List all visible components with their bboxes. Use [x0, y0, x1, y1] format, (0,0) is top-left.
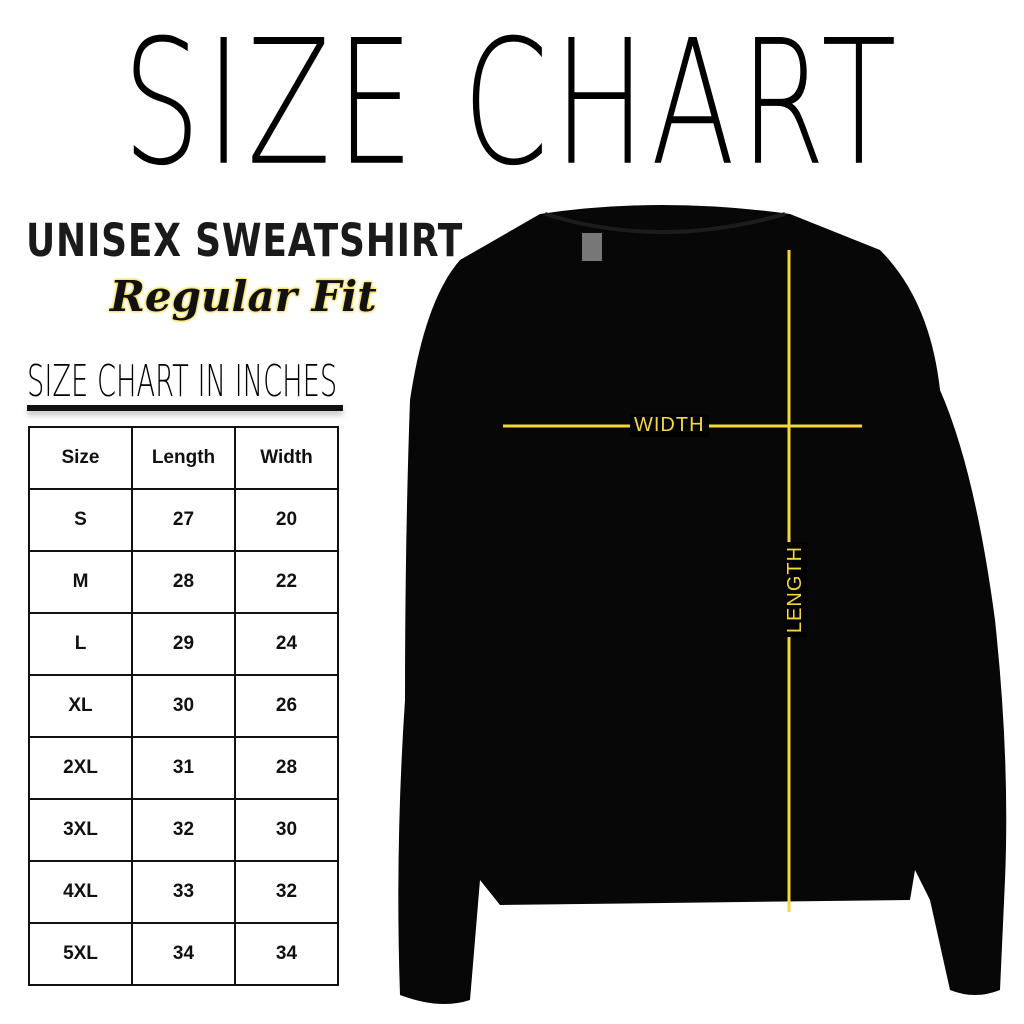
- table-cell: M: [28, 550, 133, 614]
- table-cell: 27: [131, 488, 236, 552]
- table-cell: 20: [234, 488, 339, 552]
- table-cell: 34: [131, 922, 236, 986]
- table-cell: 30: [131, 674, 236, 738]
- table-title: SIZE CHART IN INCHES: [27, 356, 338, 407]
- sweatshirt-image: [398, 205, 1007, 1004]
- table-row: 5XL 34 34: [28, 922, 339, 986]
- size-table: Size Length Width S 27 20 M 28 22 L 29 24 XL 30 26 2XL 3…: [28, 426, 339, 986]
- table-cell: 30: [234, 798, 339, 862]
- table-row: L 29 24: [28, 612, 339, 676]
- table-row: 3XL 32 30: [28, 798, 339, 862]
- table-cell: 4XL: [28, 860, 133, 924]
- table-cell: 32: [131, 798, 236, 862]
- table-cell: XL: [28, 674, 133, 738]
- table-cell: 26: [234, 674, 339, 738]
- table-cell: 22: [234, 550, 339, 614]
- title-underline: [27, 405, 343, 411]
- page-title: SIZE CHART: [122, 4, 902, 205]
- table-header-row: Size Length Width: [28, 426, 339, 490]
- table-row: 4XL 33 32: [28, 860, 339, 924]
- table-row: XL 30 26: [28, 674, 339, 738]
- table-cell: Width: [234, 426, 339, 490]
- table-cell: 34: [234, 922, 339, 986]
- table-row: S 27 20: [28, 488, 339, 552]
- sweatshirt-body: [398, 205, 1007, 1004]
- table-cell: S: [28, 488, 133, 552]
- table-cell: Size: [28, 426, 133, 490]
- table-cell: 31: [131, 736, 236, 800]
- table-cell: L: [28, 612, 133, 676]
- table-cell: 24: [234, 612, 339, 676]
- length-label: LENGTH: [784, 541, 808, 638]
- table-cell: 32: [234, 860, 339, 924]
- fit-label: Regular Fit: [110, 272, 377, 321]
- table-row: M 28 22: [28, 550, 339, 614]
- table-cell: 29: [131, 612, 236, 676]
- table-cell: 33: [131, 860, 236, 924]
- table-cell: 28: [234, 736, 339, 800]
- table-row: 2XL 31 28: [28, 736, 339, 800]
- neck-tag: [582, 233, 602, 261]
- table-cell: 3XL: [28, 798, 133, 862]
- table-cell: 5XL: [28, 922, 133, 986]
- product-name: UNISEX SWEATSHIRT: [26, 214, 464, 267]
- width-label: WIDTH: [630, 414, 709, 437]
- table-cell: 28: [131, 550, 236, 614]
- table-cell: Length: [131, 426, 236, 490]
- table-cell: 2XL: [28, 736, 133, 800]
